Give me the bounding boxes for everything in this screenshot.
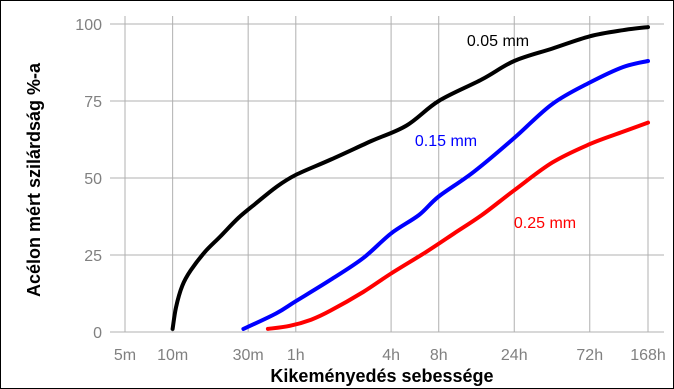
- x-tick-label: 168h: [630, 347, 666, 364]
- y-tick-label: 100: [75, 17, 102, 34]
- series-label: 0.25 mm: [514, 215, 576, 232]
- series-label: 0.05 mm: [467, 33, 529, 50]
- y-tick-label: 25: [84, 248, 102, 265]
- series-labels: 0.05 mm 0.15 mm 0.25 mm: [415, 33, 576, 232]
- x-tick-label: 1h: [287, 347, 305, 364]
- series-line-0-05-mm: [170, 25, 650, 331]
- y-tick-label: 50: [84, 171, 102, 188]
- x-tick-label: 4h: [382, 347, 400, 364]
- series-line-0-15-mm: [241, 59, 650, 331]
- x-tick-label: 5m: [114, 347, 136, 364]
- series-label: 0.15 mm: [415, 133, 477, 150]
- x-tick-label: 10m: [157, 347, 188, 364]
- series-layer: [170, 25, 650, 331]
- x-axis-ticks: 5m 10m 30m 1h 4h 8h 24h 72h 168h: [114, 347, 666, 364]
- y-tick-label: 0: [93, 325, 102, 342]
- x-tick-label: 72h: [576, 347, 603, 364]
- x-tick-label: 24h: [501, 347, 528, 364]
- y-axis-title: Acélon mért szilárdság %-a: [24, 62, 44, 297]
- series-line-0-25-mm: [265, 120, 650, 331]
- x-axis-title: Kikeményedés sebessége: [270, 366, 493, 386]
- x-tick-label: 30m: [233, 347, 264, 364]
- y-axis-ticks: 0 25 50 75 100: [75, 17, 102, 342]
- y-tick-label: 75: [84, 94, 102, 111]
- x-tick-label: 8h: [430, 347, 448, 364]
